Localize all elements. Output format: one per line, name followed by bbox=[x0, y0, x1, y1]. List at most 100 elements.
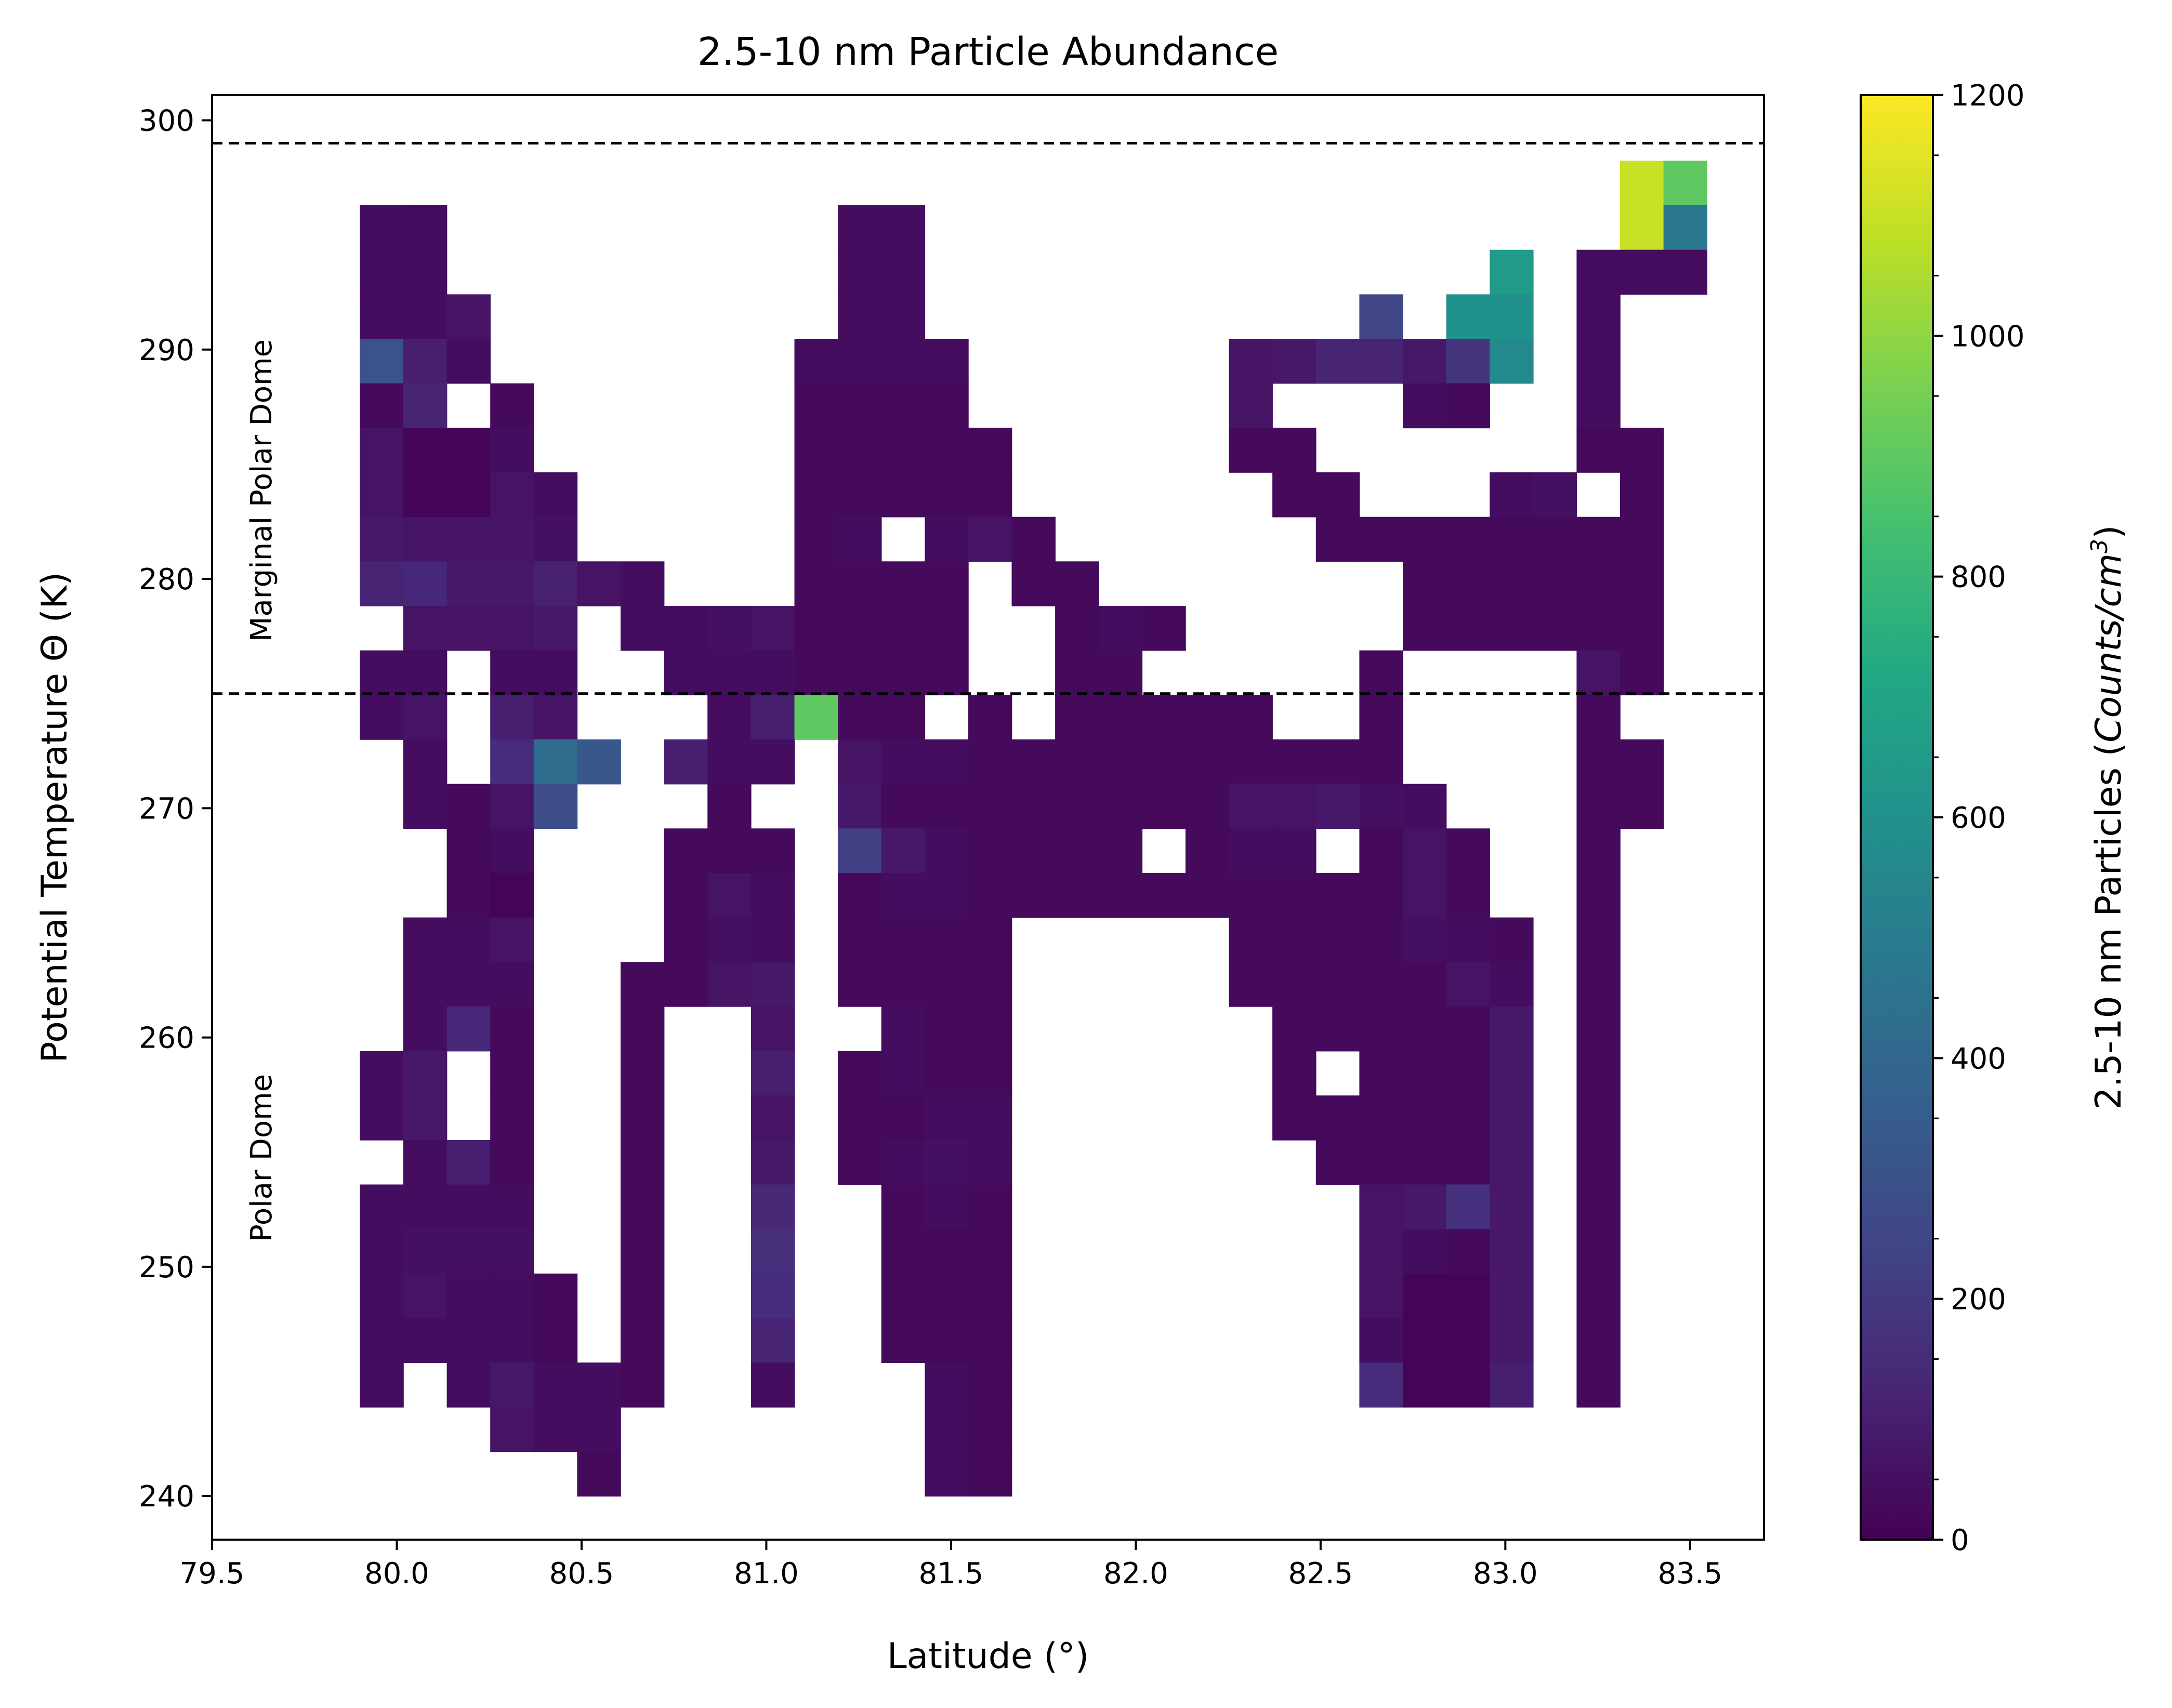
heatmap-cell bbox=[403, 1318, 447, 1363]
heatmap-cell bbox=[925, 606, 969, 651]
heatmap-cell bbox=[1185, 739, 1230, 785]
heatmap-cell bbox=[1490, 962, 1534, 1007]
heatmap-cell bbox=[360, 695, 404, 740]
heatmap-cell bbox=[707, 962, 752, 1007]
x-tick-label: 82.5 bbox=[1288, 1557, 1353, 1591]
heatmap-cell bbox=[446, 428, 491, 473]
heatmap-cell bbox=[1576, 1318, 1621, 1363]
heatmap-cell bbox=[403, 517, 447, 562]
x-tick-label: 80.0 bbox=[364, 1557, 429, 1591]
heatmap-cell bbox=[925, 1140, 969, 1185]
heatmap-cell bbox=[1403, 1051, 1447, 1096]
heatmap-cell bbox=[490, 1229, 534, 1274]
plot-frame bbox=[211, 94, 1765, 1541]
heatmap-cell bbox=[360, 1273, 404, 1319]
heatmap-cell bbox=[881, 472, 926, 518]
heatmap-cell bbox=[621, 1273, 665, 1319]
heatmap-cell bbox=[707, 872, 752, 918]
heatmap-cell bbox=[360, 650, 404, 696]
heatmap-cell bbox=[1576, 1184, 1621, 1229]
heatmap-cell bbox=[968, 1006, 1012, 1052]
heatmap-cell bbox=[1272, 472, 1317, 518]
heatmap-cell bbox=[360, 1184, 404, 1229]
heatmap-cell bbox=[881, 650, 926, 696]
heatmap-cell bbox=[1446, 872, 1490, 918]
heatmap-cell bbox=[664, 917, 708, 963]
heatmap-cell bbox=[1142, 606, 1186, 651]
heatmap-cell bbox=[1620, 784, 1664, 829]
heatmap-cell bbox=[1229, 784, 1273, 829]
heatmap-cell bbox=[1272, 339, 1317, 384]
heatmap-cell bbox=[490, 962, 534, 1007]
heatmap-cell bbox=[881, 784, 926, 829]
heatmap-cell bbox=[664, 962, 708, 1007]
heatmap-cell bbox=[490, 739, 534, 785]
heatmap-cell bbox=[446, 1362, 491, 1408]
heatmap-cell bbox=[1098, 650, 1143, 696]
heatmap-cell bbox=[1490, 1140, 1534, 1185]
heatmap-cell bbox=[1576, 294, 1621, 339]
heatmap-cell bbox=[751, 1318, 795, 1363]
heatmap-cell bbox=[838, 872, 882, 918]
heatmap-cell bbox=[490, 561, 534, 606]
heatmap-cell bbox=[403, 1051, 447, 1096]
heatmap-cell bbox=[664, 650, 708, 696]
heatmap-cell bbox=[881, 1184, 926, 1229]
heatmap-cell bbox=[1359, 294, 1403, 339]
heatmap-cell bbox=[751, 828, 795, 873]
heatmap-cell bbox=[881, 205, 926, 250]
heatmap-cell bbox=[621, 1184, 665, 1229]
heatmap-cell bbox=[403, 962, 447, 1007]
heatmap-cell bbox=[838, 606, 882, 651]
heatmap-cell bbox=[403, 1273, 447, 1319]
heatmap-cell bbox=[1403, 1095, 1447, 1141]
heatmap-cell bbox=[925, 1407, 969, 1452]
heatmap-cell bbox=[490, 1407, 534, 1452]
heatmap-cell bbox=[621, 1229, 665, 1274]
heatmap-cell bbox=[360, 205, 404, 250]
heatmap-cell bbox=[838, 383, 882, 429]
heatmap-cell bbox=[707, 695, 752, 740]
heatmap-cell bbox=[664, 828, 708, 873]
heatmap-cell bbox=[1403, 872, 1447, 918]
heatmap-cell bbox=[490, 1095, 534, 1141]
heatmap-cell bbox=[794, 650, 838, 696]
heatmap-cell bbox=[490, 428, 534, 473]
heatmap-cell bbox=[1490, 1273, 1534, 1319]
heatmap-cell bbox=[403, 1229, 447, 1274]
heatmap-cell bbox=[360, 1362, 404, 1408]
heatmap-cell bbox=[360, 383, 404, 429]
y-tick-label: 240 bbox=[139, 1480, 194, 1514]
heatmap-cell bbox=[1533, 472, 1577, 518]
heatmap-cell bbox=[925, 784, 969, 829]
heatmap-cell bbox=[1055, 561, 1099, 606]
heatmap-cell bbox=[1446, 1362, 1490, 1408]
heatmap-cell bbox=[1490, 1362, 1534, 1408]
heatmap-cell bbox=[1576, 517, 1621, 562]
heatmap-cell bbox=[1576, 872, 1621, 918]
heatmap-cell bbox=[751, 1051, 795, 1096]
heatmap-cell bbox=[881, 339, 926, 384]
heatmap-cell bbox=[925, 1451, 969, 1497]
heatmap-cell bbox=[707, 739, 752, 785]
heatmap-cell bbox=[1011, 739, 1056, 785]
heatmap-cell bbox=[794, 695, 838, 740]
heatmap-cell bbox=[490, 695, 534, 740]
heatmap-cell bbox=[1359, 917, 1403, 963]
heatmap-cell bbox=[925, 383, 969, 429]
heatmap-cell bbox=[838, 1095, 882, 1141]
heatmap-cell bbox=[751, 1140, 795, 1185]
heatmap-cell bbox=[1359, 739, 1403, 785]
heatmap-cell bbox=[838, 294, 882, 339]
heatmap-cell bbox=[446, 517, 491, 562]
heatmap-cell bbox=[446, 1229, 491, 1274]
heatmap-cell bbox=[838, 828, 882, 873]
heatmap-cell bbox=[403, 695, 447, 740]
heatmap-cell bbox=[1055, 828, 1099, 873]
heatmap-cell bbox=[1490, 339, 1534, 384]
heatmap-cell bbox=[490, 828, 534, 873]
heatmap-cell bbox=[881, 606, 926, 651]
heatmap-cell bbox=[490, 1362, 534, 1408]
heatmap-cell bbox=[1229, 339, 1273, 384]
heatmap-cell bbox=[1315, 917, 1360, 963]
